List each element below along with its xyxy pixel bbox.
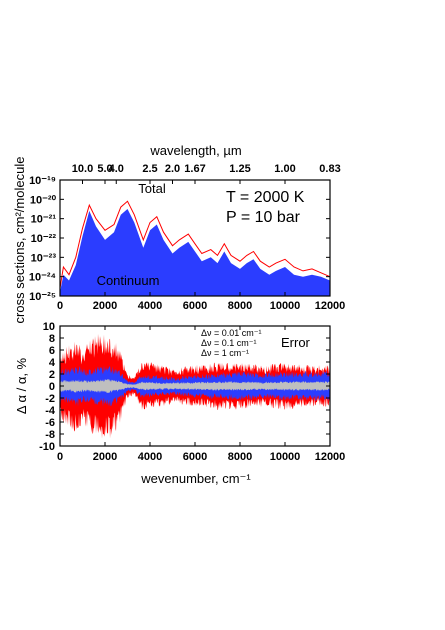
bottom-y-axis-title: Δ α / α, % [14, 357, 29, 414]
error-x-axis: 0 2000 4000 6000 8000 10000 12000 [57, 326, 345, 463]
error-plot-area [60, 333, 330, 439]
y-tick-label: 8 [49, 333, 55, 345]
wavelength-tick-label: 0.83 [319, 163, 340, 175]
x-tick-label: 10000 [270, 451, 301, 463]
series-label-continuum: Continuum [97, 273, 160, 288]
wavelength-tick-label: 2.5 [142, 163, 157, 175]
x-tick-label: 8000 [228, 300, 252, 312]
legend-entry-0.1: Δν = 0.1 cm⁻¹ [201, 338, 257, 348]
series-label-total: Total [138, 181, 166, 196]
legend-entry-1: Δν = 1 cm⁻¹ [201, 348, 249, 358]
y-tick-label: 10⁻²⁵ [29, 291, 56, 303]
cross-section-panel: wavelength, µm 10.0 5.04.0 2.5 2.0 1.67 1.25 1… [12, 143, 345, 323]
x-tick-label: 12000 [315, 451, 346, 463]
wavelength-tick-label: 4.0 [109, 163, 124, 175]
wavelength-tick-label: 1.00 [274, 163, 295, 175]
y-tick-label: -8 [45, 429, 55, 441]
wavelength-tick-label: 1.67 [184, 163, 205, 175]
y-tick-label: 10⁻²⁴ [29, 272, 56, 284]
x-tick-label: 2000 [93, 451, 117, 463]
annotation-error: Error [281, 335, 311, 350]
y-tick-label: 2 [49, 369, 55, 381]
total-line [59, 200, 331, 289]
cross-section-plot-area [59, 200, 331, 296]
wavelength-tick-label: 10.0 [72, 163, 93, 175]
y-tick-label: 10⁻¹⁹ [29, 175, 56, 187]
error-band-2 [60, 379, 330, 393]
x-tick-label: 6000 [183, 451, 207, 463]
top-axis-title: wavelength, µm [149, 143, 241, 158]
y-tick-label: 10⁻²² [31, 233, 57, 245]
y-tick-label: -2 [45, 393, 55, 405]
y-tick-label: 4 [49, 357, 56, 369]
y-tick-label: 10 [43, 321, 55, 333]
y-tick-label: 0 [49, 381, 55, 393]
annotation-pressure: P = 10 bar [226, 209, 301, 226]
wavelength-tick-label: 1.25 [229, 163, 250, 175]
wavelength-tick-label: 2.0 [165, 163, 180, 175]
x-tick-label: 4000 [138, 300, 162, 312]
cross-section-y-axis: 10⁻¹⁹ 10⁻²⁰ 10⁻²¹ 10⁻²² 10⁻²³ 10⁻²⁴ 10⁻²⁵ [29, 175, 330, 303]
x-tick-label: 10000 [270, 300, 301, 312]
top-y-axis-title: cross sections, cm²/molecule [12, 157, 27, 324]
x-tick-label: 8000 [228, 451, 252, 463]
x-tick-label: 0 [57, 300, 63, 312]
wavelength-tick-label: 5.0 [97, 163, 112, 175]
x-tick-label: 0 [57, 451, 63, 463]
x-tick-label: 4000 [138, 451, 162, 463]
x-tick-label: 12000 [315, 300, 346, 312]
continuum-area [60, 209, 330, 296]
cross-section-x-axis: 0 2000 4000 6000 8000 10000 12000 [57, 292, 345, 312]
wavelength-axis: 10.0 5.04.0 2.5 2.0 1.67 1.25 1.00 0.83 [72, 163, 341, 184]
y-tick-label: 10⁻²⁰ [30, 194, 57, 206]
x-tick-label: 2000 [93, 300, 117, 312]
x-tick-label: 6000 [183, 300, 207, 312]
y-tick-label: -4 [45, 405, 56, 417]
y-tick-label: -10 [39, 441, 55, 453]
legend-entry-0.01: Δν = 0.01 cm⁻¹ [201, 328, 262, 338]
annotation-temperature: T = 2000 K [226, 189, 305, 206]
y-tick-label: 6 [49, 345, 55, 357]
y-tick-label: 10⁻²¹ [31, 214, 57, 226]
bottom-x-axis-title: wevenumber, cm⁻¹ [140, 471, 251, 486]
y-tick-label: -6 [45, 417, 55, 429]
y-tick-label: 10⁻²³ [31, 252, 57, 264]
